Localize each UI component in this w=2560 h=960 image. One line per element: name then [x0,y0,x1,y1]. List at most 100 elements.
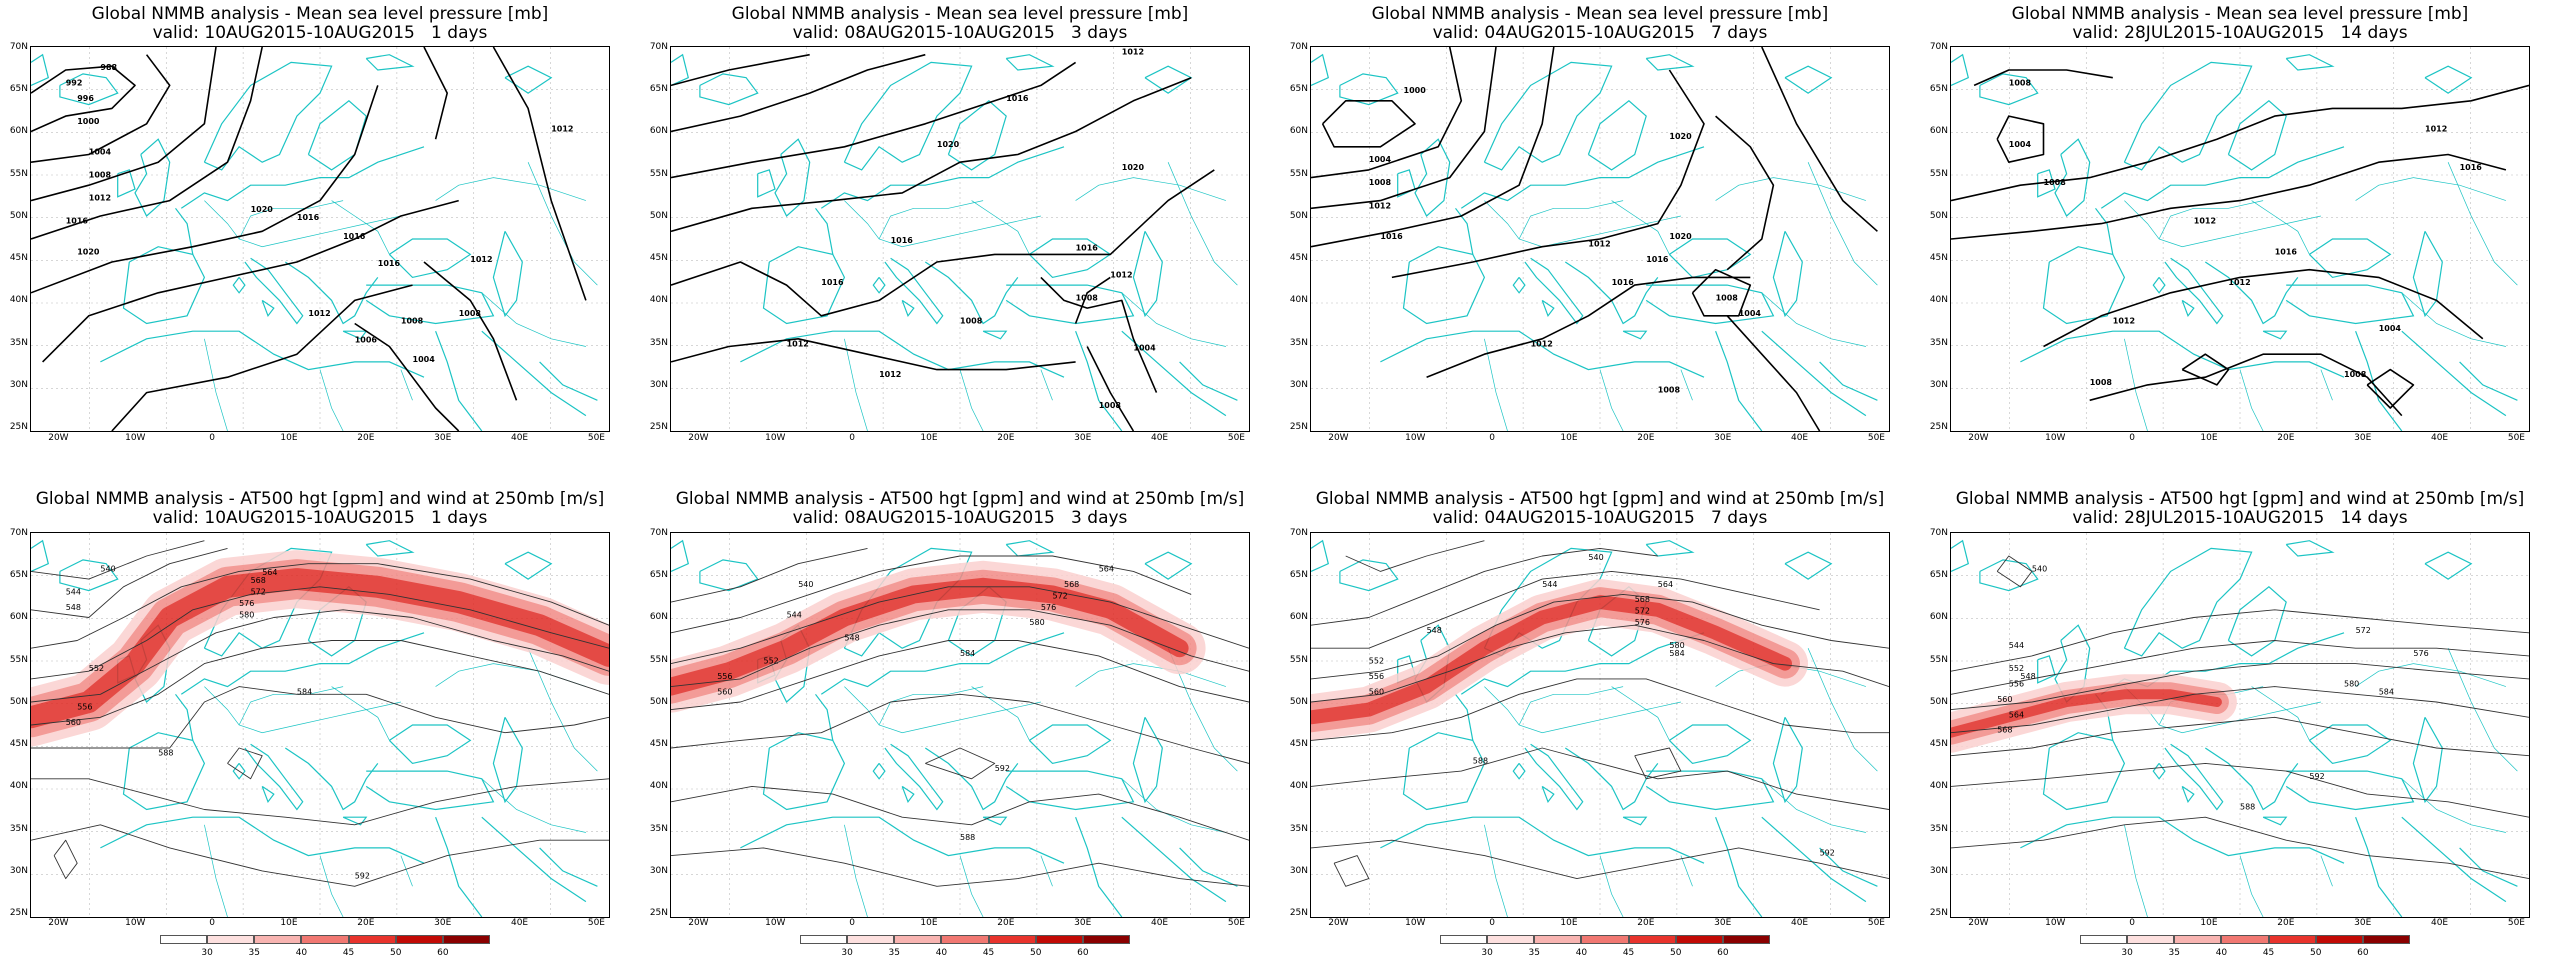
colorbar-tick: 40 [2215,948,2228,958]
colorbar-tick: 40 [1575,948,1588,958]
lat-label: 65N [1289,570,1308,581]
lon-label: 50E [1227,433,1245,443]
height-label: 556 [1369,672,1384,681]
height-label: 556 [2009,680,2024,689]
valid-period: valid: 04AUG2015-10AUG2015 7 days [1432,23,1768,43]
height-label: 580 [2344,680,2359,689]
height-label: 560 [66,718,81,727]
height-label: 564 [1658,580,1673,589]
height-label: 568 [1064,580,1079,589]
lat-label: 60N [1289,612,1308,623]
isobar-label: 1016 [378,259,401,268]
lat-label: 30N [649,379,668,390]
height-label: 576 [1635,618,1650,627]
z500-panel: Global NMMB analysis - AT500 hgt [gpm] a… [640,480,1280,960]
height-label: 568 [1997,726,2012,735]
title-line: Global NMMB analysis - Mean sea level pr… [731,4,1189,24]
isobar-label: 1012 [1588,240,1610,249]
colorbar-segment [847,935,895,944]
colorbar-segment [395,935,443,944]
lat-label: 50N [9,210,28,221]
height-label: 584 [960,649,975,658]
map-gridlines [1951,47,2529,431]
height-label: 564 [1099,564,1114,573]
height-label: 552 [2009,664,2024,673]
height-label: 548 [66,603,81,612]
lat-label: 60N [9,126,28,137]
lat-label: 45N [649,739,668,750]
isobar-label: 1016 [1612,278,1635,287]
z500-panel: Global NMMB analysis - AT500 hgt [gpm] a… [1920,480,2560,960]
colorbar-tick: 40 [935,948,948,958]
isobar-label: 988 [100,63,117,72]
coastlines [1311,53,1878,431]
colorbar-tick: 30 [841,948,853,958]
lon-label: 20W [688,433,709,443]
lon-label: 50E [2507,433,2525,443]
lat-label: 45N [9,739,28,750]
colorbar-tick: 30 [1481,948,1493,958]
lon-label: 30E [1714,918,1732,928]
colorbar-segment [160,935,208,944]
isobar-label: 1020 [77,247,100,256]
colorbar-segment [1487,935,1535,944]
isobar-label: 1016 [1380,232,1403,241]
coastlines [31,539,598,917]
lat-label: 70N [649,528,668,538]
height-label: 572 [1053,591,1068,600]
isobar-label: 1012 [787,340,809,349]
valid-period: valid: 10AUG2015-10AUG2015 1 days [152,508,488,528]
lon-label: 10W [765,918,786,928]
isobar-label: 1000 [77,117,100,126]
lat-label: 35N [9,337,28,348]
colorbar-tick: 50 [2309,948,2322,958]
isobars: 1000100410081012101610201012101610081004… [1311,47,1878,431]
isobar-label: 1020 [1669,232,1692,241]
isobar-label: 1020 [937,140,960,149]
colorbar-tick: 45 [2262,948,2275,958]
isobar-label: 1008 [2044,178,2067,187]
lat-label: 30N [1289,865,1308,876]
lat-label: 60N [1929,612,1948,623]
isobar-label: 1020 [251,205,274,214]
height-label: 548 [844,634,859,643]
height-label: 560 [1997,695,2012,704]
lat-label: 65N [9,84,28,95]
lat-label: 70N [9,42,28,52]
lon-label: 20W [688,918,709,928]
lat-label: 40N [1289,781,1308,792]
jet-stream-shading [31,550,609,747]
lat-label: 25N [649,908,668,918]
lat-label: 45N [1289,739,1308,750]
lat-label: 50N [649,696,668,707]
lat-label: 70N [649,42,668,52]
lon-label: 10E [2200,433,2218,443]
isobar-label: 1012 [470,255,492,264]
isobar-label: 1016 [343,232,366,241]
isobar-label: 1008 [960,317,983,326]
lat-label: 50N [1289,696,1308,707]
height-label: 552 [89,664,104,673]
colorbar-tick: 60 [1717,948,1729,958]
colorbar-segment [1534,935,1582,944]
height-label: 572 [1635,607,1650,616]
lon-label: 10W [125,918,146,928]
isobar-label: 1008 [2090,378,2113,387]
title-line: Global NMMB analysis - AT500 hgt [gpm] a… [1955,489,2525,509]
lat-label: 60N [649,612,668,623]
height-label: 548 [1427,626,1442,635]
title-line: Global NMMB analysis - Mean sea level pr… [2011,4,2469,24]
height-label: 564 [2009,710,2024,719]
lat-label: 30N [9,865,28,876]
height-label: 560 [1369,687,1384,696]
lon-label: 40E [510,433,529,443]
lon-label: 40E [2430,918,2449,928]
lat-label: 70N [9,528,28,538]
lon-label: 10E [2200,918,2218,928]
lat-label: 50N [649,210,668,221]
lat-label: 65N [9,570,28,581]
title-line: Global NMMB analysis - AT500 hgt [gpm] a… [1315,489,1885,509]
lat-label: 35N [9,823,28,834]
isobar-label: 1012 [879,370,901,379]
